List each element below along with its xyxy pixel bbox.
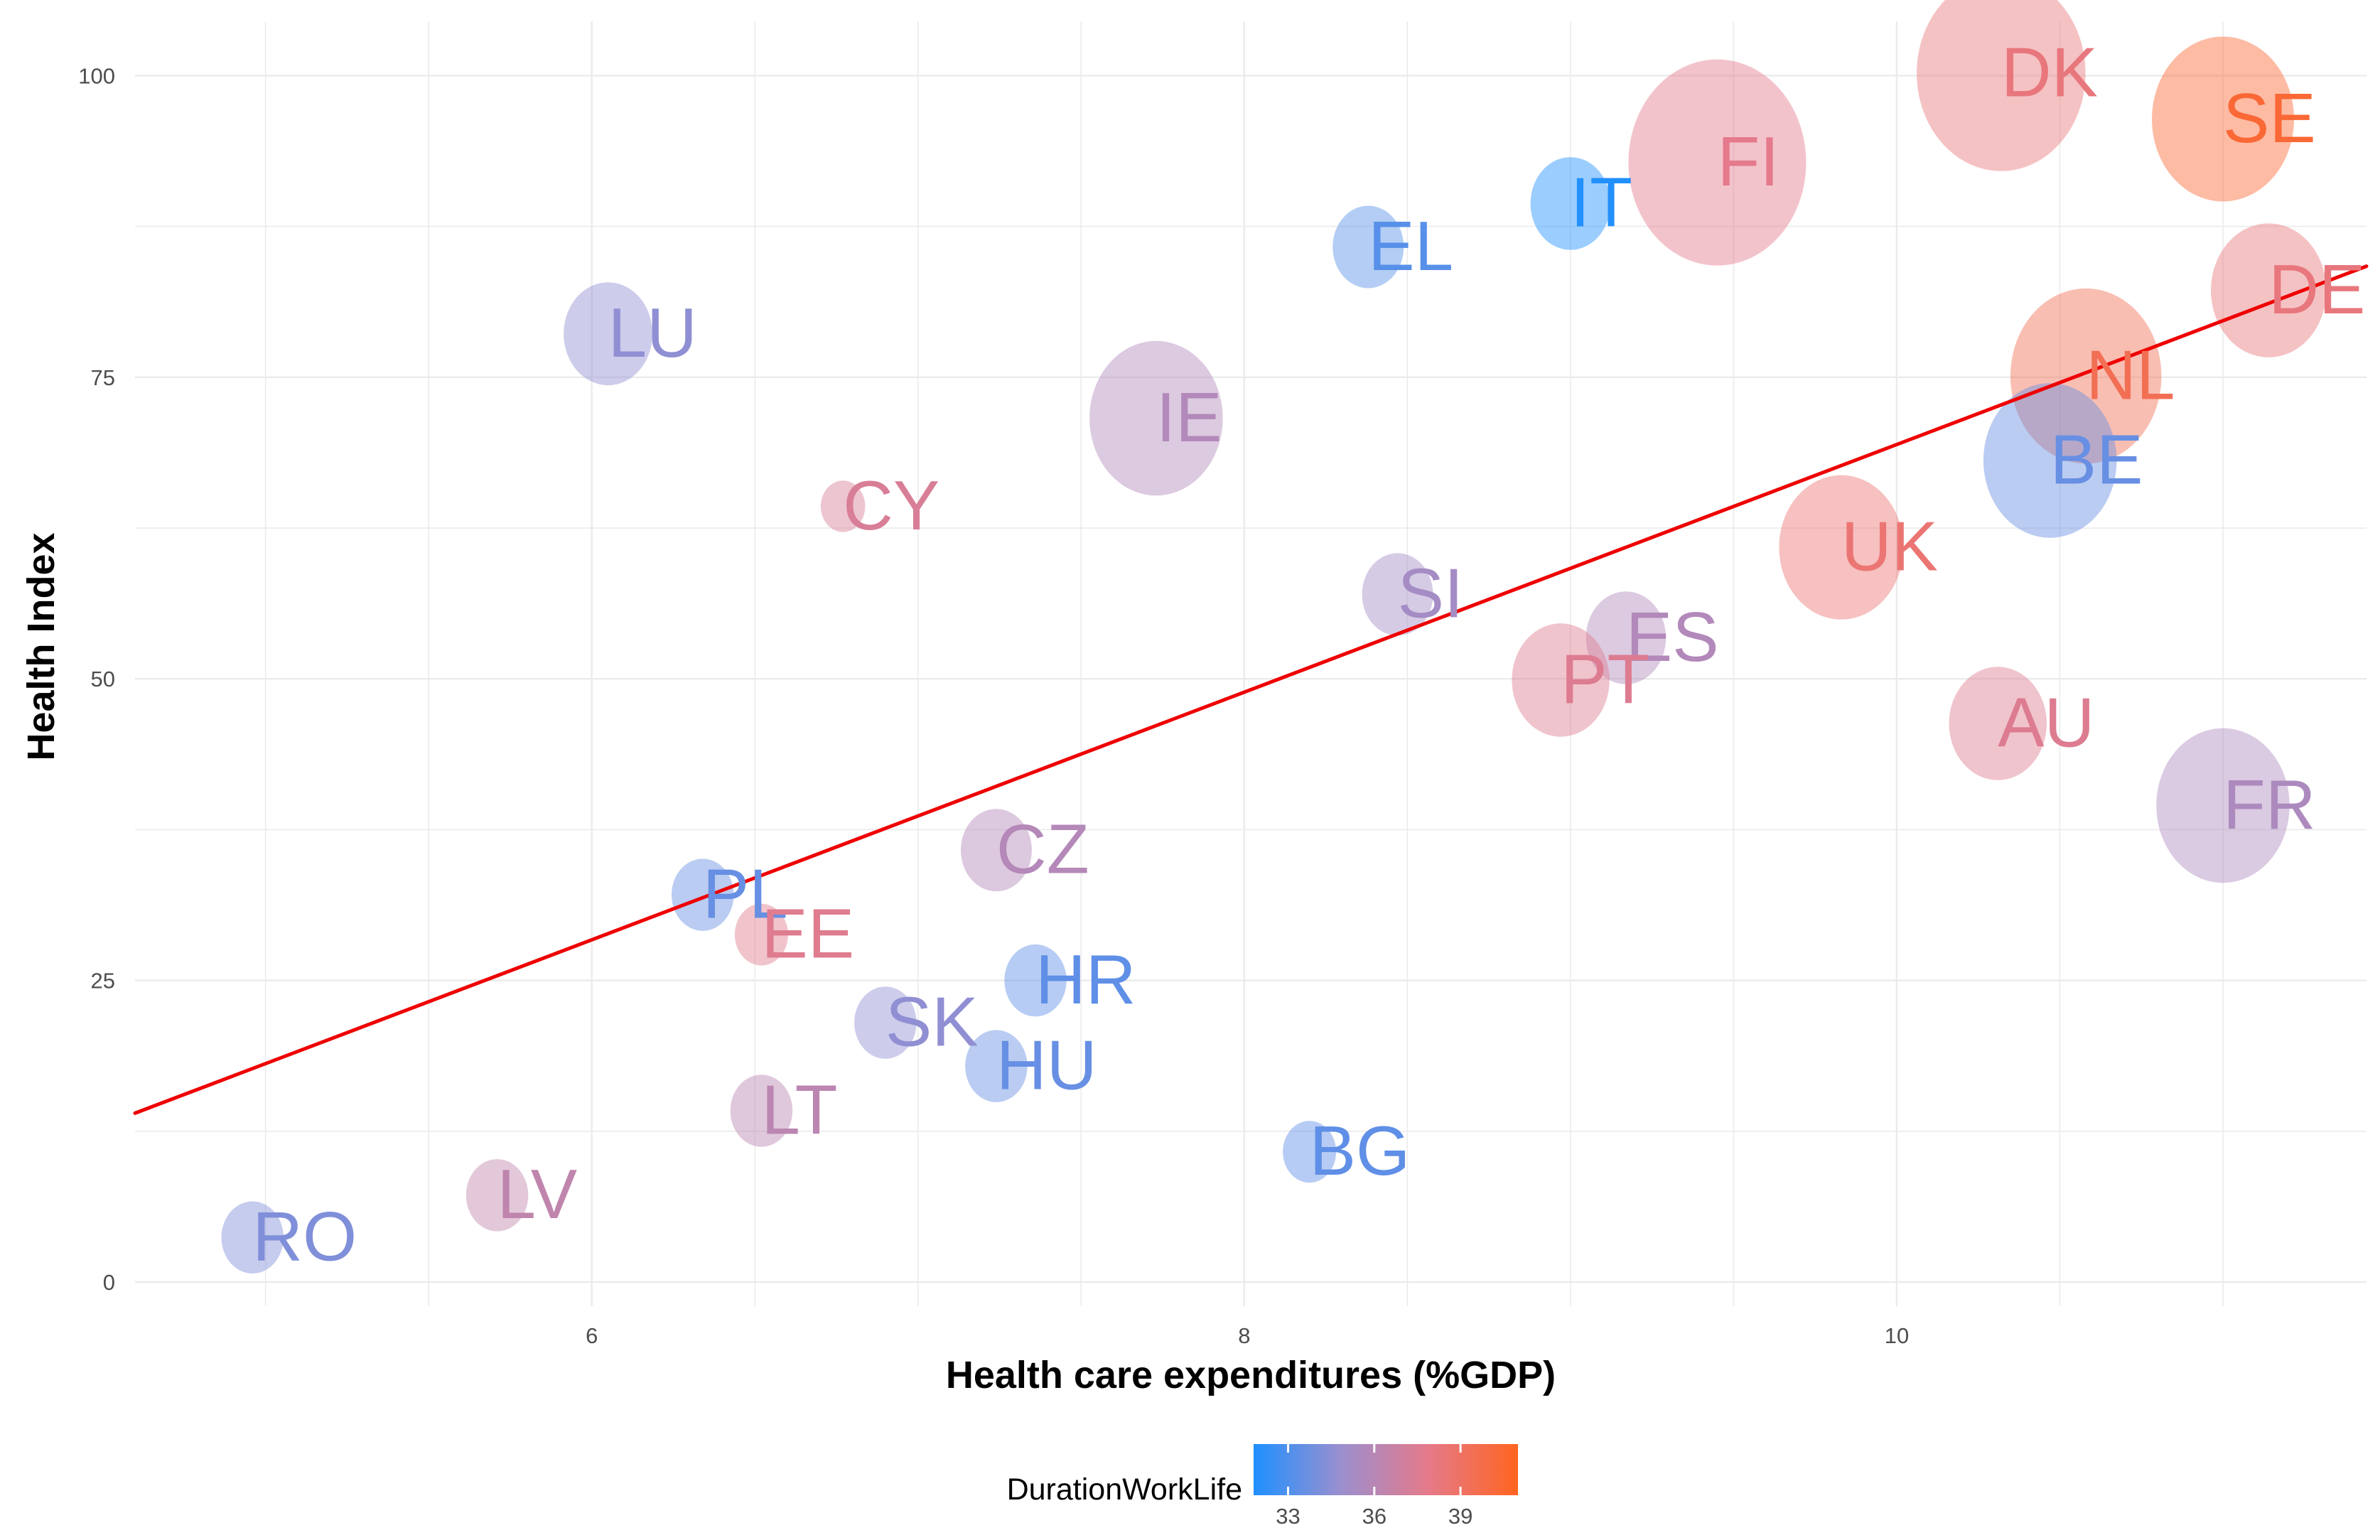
point-label-fr: FR: [2223, 765, 2316, 844]
point-es: [1585, 591, 1666, 684]
legend-colorbar: [1254, 1444, 1518, 1495]
point-ie: [1089, 340, 1223, 496]
point-label-dk: DK: [2001, 33, 2098, 111]
y-tick-label: 0: [103, 1270, 115, 1295]
grid: [135, 21, 2366, 1306]
point-label-au: AU: [1998, 683, 2094, 761]
y-tick-label: 75: [91, 365, 115, 390]
point-be: [1983, 383, 2117, 538]
point-label-hr: HR: [1035, 940, 1136, 1018]
point-el: [1332, 205, 1404, 289]
point-label-uk: UK: [1841, 507, 1938, 586]
x-tick-label: 10: [1885, 1323, 1909, 1348]
point-label-se: SE: [2223, 79, 2316, 157]
data-points: [221, 0, 2327, 1274]
color-legend: DurationWorkLife 33 36 39: [1007, 1444, 1518, 1529]
point-label-si: SI: [1398, 554, 1464, 632]
point-label-be: BE: [2050, 420, 2143, 498]
point-label-pl: PL: [703, 854, 788, 932]
point-label-lu: LU: [608, 294, 697, 372]
point-label-cy: CY: [843, 466, 939, 544]
trend-line-group: [133, 264, 2369, 1115]
point-sk: [854, 986, 917, 1059]
y-axis-title: Health Index: [20, 532, 63, 760]
legend-tick-label: 36: [1362, 1504, 1386, 1529]
legend-ticks: 33 36 39: [1276, 1444, 1472, 1529]
point-si: [1362, 553, 1433, 636]
point-uk: [1779, 475, 1904, 620]
point-label-cz: CZ: [996, 810, 1089, 888]
y-tick-label: 50: [91, 667, 115, 691]
point-cy: [820, 480, 866, 532]
legend-title: DurationWorkLife: [1007, 1472, 1242, 1507]
point-hr: [1004, 944, 1067, 1017]
point-label-ee: EE: [761, 894, 854, 972]
legend-tick-label: 33: [1276, 1504, 1300, 1529]
point-lu: [564, 282, 653, 386]
point-label-ie: IE: [1156, 378, 1222, 456]
legend-tick-label: 39: [1448, 1504, 1472, 1529]
point-de: [2211, 223, 2327, 357]
point-se: [2152, 36, 2295, 202]
x-tick-label: 8: [1238, 1323, 1250, 1348]
point-bg: [1283, 1121, 1337, 1183]
point-label-pt: PT: [1561, 640, 1649, 718]
point-fr: [2156, 728, 2290, 883]
point-hu: [965, 1030, 1028, 1102]
point-au: [1949, 667, 2047, 780]
x-tick-label: 6: [586, 1323, 598, 1348]
point-label-es: ES: [1626, 598, 1719, 676]
point-pl: [672, 858, 734, 931]
point-label-sk: SK: [885, 982, 979, 1060]
point-fi: [1628, 59, 1806, 266]
y-tick-label: 100: [78, 63, 115, 88]
point-label-nl: NL: [2086, 335, 2175, 414]
x-axis-title: Health care expenditures (%GDP): [946, 1354, 1556, 1396]
point-lv: [465, 1159, 529, 1232]
point-ro: [221, 1201, 284, 1274]
point-it: [1530, 157, 1611, 250]
point-label-hu: HU: [996, 1026, 1097, 1104]
point-label-lt: LT: [761, 1070, 837, 1148]
point-cz: [960, 809, 1032, 892]
point-dk: [1917, 0, 2086, 171]
point-lt: [730, 1075, 793, 1147]
point-ee: [734, 903, 788, 966]
point-label-el: EL: [1368, 207, 1453, 285]
point-nl: [2010, 288, 2162, 464]
y-tick-label: 25: [91, 969, 115, 994]
trend-line: [133, 264, 2369, 1115]
point-label-ro: RO: [252, 1197, 357, 1276]
point-label-lv: LV: [497, 1155, 578, 1233]
point-label-de: DE: [2268, 250, 2365, 328]
point-label-it: IT: [1571, 163, 1632, 242]
point-label-fi: FI: [1717, 122, 1779, 200]
point-label-bg: BG: [1310, 1111, 1411, 1190]
point-pt: [1512, 623, 1610, 737]
